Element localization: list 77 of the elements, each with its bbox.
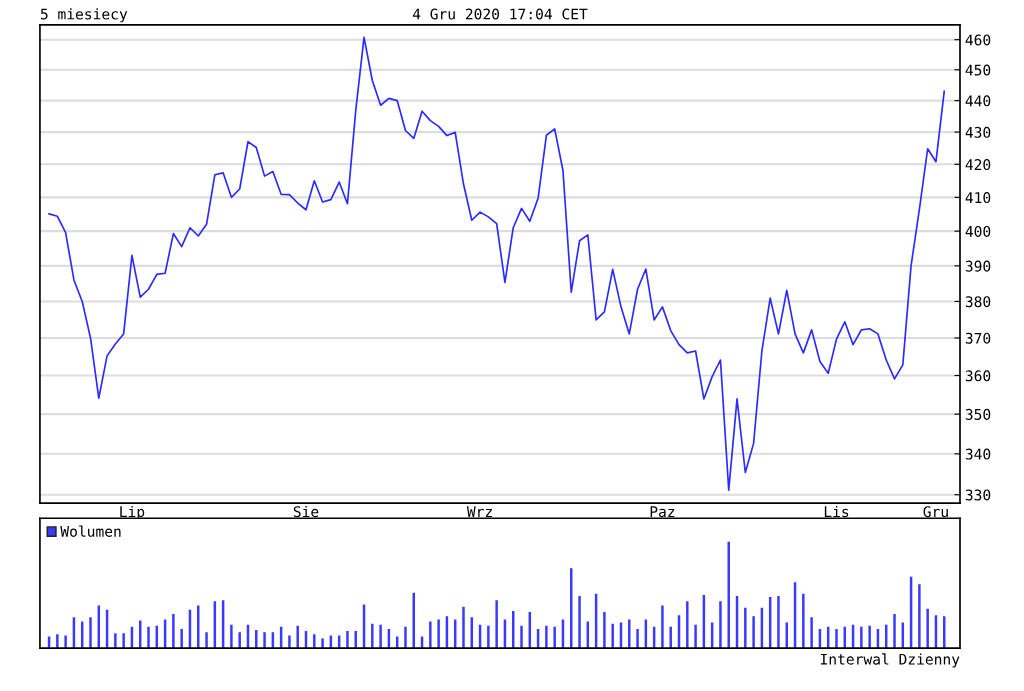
bar — [810, 617, 813, 649]
y-tick-label: 390 — [965, 260, 991, 272]
x-tick-label: Gru — [923, 506, 948, 518]
bar — [520, 625, 523, 649]
bar — [64, 635, 67, 649]
y-tick-label: 370 — [965, 332, 991, 344]
bar — [429, 621, 432, 649]
bar — [578, 595, 581, 649]
bar — [752, 616, 755, 649]
bar — [114, 633, 117, 649]
bar — [172, 614, 175, 649]
bar — [487, 625, 490, 649]
text: Interwal Dzienny — [820, 653, 960, 668]
bar — [379, 624, 382, 649]
x-tick-label: Lip — [120, 505, 145, 521]
bar — [89, 617, 92, 649]
bar — [313, 634, 316, 649]
line-series — [48, 36, 946, 491]
x-tick-label: Paz — [650, 506, 675, 518]
bar — [777, 595, 780, 649]
bar — [255, 630, 258, 649]
bar — [719, 601, 722, 649]
bar — [628, 619, 631, 649]
bar — [545, 625, 548, 649]
y-tick-label: 460 — [965, 34, 991, 46]
bar — [56, 634, 59, 649]
bar — [661, 605, 664, 649]
x-tick-label: Wrz — [466, 506, 492, 517]
bar — [802, 593, 805, 649]
y-tick-label: 330 — [965, 489, 991, 501]
bar — [868, 625, 871, 649]
y-tick-label: 400 — [965, 225, 991, 237]
bar — [296, 625, 299, 649]
y-tick-label: 350 — [965, 408, 991, 420]
x-tick-label: Sie — [293, 505, 319, 518]
bar — [230, 624, 233, 649]
y-tick-label: 380 — [965, 296, 991, 308]
bar — [694, 624, 697, 649]
bar — [288, 635, 291, 649]
y-tick-label: 430 — [965, 126, 991, 138]
bar — [495, 600, 498, 649]
bar — [835, 628, 838, 649]
bar — [263, 632, 266, 649]
bar — [404, 626, 407, 649]
y-tick-label: 420 — [965, 159, 991, 171]
bar — [180, 628, 183, 649]
bar — [603, 611, 606, 649]
bar — [346, 631, 349, 649]
x-tick-label: Lis — [824, 505, 849, 518]
bar — [462, 606, 465, 649]
bar — [727, 541, 730, 649]
y-tick-label: 440 — [965, 95, 991, 107]
chart-subtitle: 4 Gru 2020 17:04 CET — [412, 8, 588, 20]
bar — [918, 584, 921, 649]
bar — [371, 623, 374, 649]
bar — [926, 608, 929, 649]
bar — [744, 607, 747, 649]
y-tick-label: 450 — [965, 64, 991, 76]
legend-label: Wolumen — [60, 525, 121, 537]
bar — [553, 626, 556, 649]
bar — [437, 619, 440, 649]
bar — [354, 631, 357, 649]
bar — [686, 601, 689, 649]
bar — [669, 626, 672, 649]
bar — [860, 626, 863, 649]
bar — [321, 638, 324, 649]
y-tick-label: 360 — [965, 370, 991, 382]
bar — [122, 633, 125, 649]
bar — [147, 626, 150, 649]
bar — [238, 632, 241, 649]
chart-title: 5 miesiecy — [40, 8, 128, 23]
bar — [893, 614, 896, 649]
bar — [636, 628, 639, 649]
y-tick-label: 340 — [965, 448, 991, 460]
bar — [205, 632, 208, 649]
bar — [611, 623, 614, 649]
y-tick-label: 410 — [965, 192, 991, 204]
